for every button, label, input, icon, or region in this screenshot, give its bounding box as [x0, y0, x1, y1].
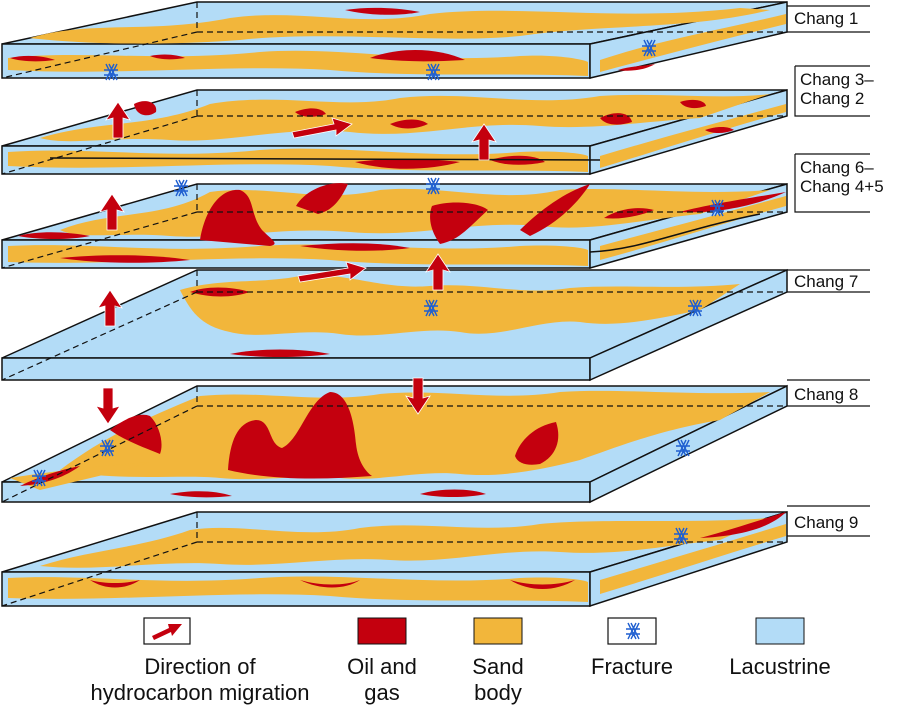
fracture-icon	[104, 63, 118, 81]
sand-body	[30, 8, 770, 44]
layer-front-face	[1, 357, 591, 381]
migration-arrow-icon	[291, 117, 353, 139]
layer-chang-8	[1, 384, 788, 504]
layer-chang-9	[1, 510, 788, 608]
sand-body	[10, 462, 150, 490]
fracture-icon	[710, 199, 724, 217]
oil-gas-body	[604, 208, 654, 219]
oil-gas-body	[10, 55, 55, 62]
oil-gas-body	[680, 192, 786, 213]
oil-gas-body	[680, 99, 706, 109]
oil-gas-body	[420, 489, 486, 497]
layer-chang-1	[1, 1, 788, 79]
oil-gas-body	[110, 414, 162, 454]
migration-arrow-icon	[99, 193, 125, 231]
oil-gas-body	[295, 108, 326, 117]
oil-gas-body	[390, 119, 428, 129]
migration-arrow-icon	[471, 123, 497, 161]
migration-arrow-icon	[105, 101, 131, 139]
migration-arrow-icon	[97, 289, 123, 327]
legend-label-migration: Direction of hydrocarbon migration	[90, 654, 310, 705]
legend-label-lacustrine: Lacustrine	[729, 654, 831, 679]
oil-gas-body	[230, 349, 330, 357]
oil-gas-body	[510, 580, 575, 589]
layer-chang-3-2	[1, 89, 788, 176]
fractures	[32, 39, 724, 545]
fracture-icon	[174, 179, 188, 197]
legend-label-fracture: Fracture	[591, 654, 673, 679]
layer-label-chang-6-45: Chang 6– Chang 4+5	[800, 158, 884, 196]
label-callouts	[787, 5, 870, 537]
legend-symbols	[143, 617, 805, 645]
oil-gas-body	[134, 101, 157, 116]
fracture-icon	[688, 299, 702, 317]
legend-label-sand: Sand body	[472, 654, 524, 705]
layer-chang-7	[1, 268, 788, 382]
sand-body	[8, 576, 588, 602]
hidden-edge	[1, 2, 787, 79]
legend-fracture-icon	[626, 622, 640, 640]
migration-arrow-icon	[405, 377, 431, 415]
legend-arrow-icon	[152, 624, 182, 640]
oil-gas-body	[228, 392, 372, 479]
legend-lacustrine-swatch	[755, 617, 805, 645]
hidden-edge	[1, 512, 787, 607]
migration-arrows	[95, 101, 497, 425]
oil-gas-body	[618, 64, 655, 71]
migration-arrow-icon	[95, 387, 121, 425]
oil-gas-body	[170, 491, 232, 498]
fracture-icon	[424, 299, 438, 317]
sand-body	[40, 94, 770, 142]
oil-gas-body	[515, 422, 559, 465]
oil-gas-body	[200, 189, 275, 246]
layer-label-chang-7: Chang 7	[794, 272, 859, 291]
legend-sand-swatch	[473, 617, 523, 645]
hidden-edge	[1, 90, 787, 175]
fracture-icon	[32, 469, 46, 487]
layer-front-face	[1, 481, 591, 503]
oil-gas-body	[60, 255, 190, 263]
oil-gas-body	[150, 54, 185, 60]
fracture-icon	[642, 39, 656, 57]
migration-arrow-icon	[297, 261, 367, 283]
legend-label-oil-gas: Oil and gas	[347, 654, 417, 705]
hidden-edge	[1, 270, 787, 381]
fracture-icon	[676, 439, 690, 457]
oil-gas-body	[370, 49, 465, 62]
layer-chang-6-45	[1, 183, 788, 269]
layer-label-chang-3-2: Chang 3– Chang 2	[800, 70, 874, 108]
fracture-icon	[100, 439, 114, 457]
oil-gas-body	[18, 232, 90, 239]
fracture-icon	[674, 527, 688, 545]
oil-gas-body	[90, 580, 140, 588]
fracture-icon	[426, 177, 440, 195]
sand-body	[600, 104, 786, 168]
sand-body	[600, 14, 786, 72]
oil-gas-body	[296, 183, 348, 214]
oil-gas-body	[345, 7, 420, 15]
horizon-line	[589, 213, 761, 253]
sand-body	[8, 148, 588, 172]
layer-label-chang-1: Chang 1	[794, 9, 859, 28]
oil-gas-body	[355, 159, 460, 169]
layer-label-chang-8: Chang 8	[794, 385, 859, 404]
sand-body	[40, 518, 770, 568]
horizon-line	[49, 157, 601, 161]
oil-gas-body	[430, 202, 488, 244]
oil-gas-body	[300, 243, 410, 251]
layer-label-chang-9: Chang 9	[794, 513, 859, 532]
oil-gas-body	[705, 127, 734, 133]
oil-gas-body	[300, 580, 360, 588]
migration-arrow-icon	[425, 253, 451, 291]
hidden-edge	[1, 184, 787, 269]
fracture-icon	[426, 63, 440, 81]
legend-oil-swatch	[357, 617, 407, 645]
oil-gas-body	[520, 184, 590, 236]
sand-body	[180, 275, 740, 336]
